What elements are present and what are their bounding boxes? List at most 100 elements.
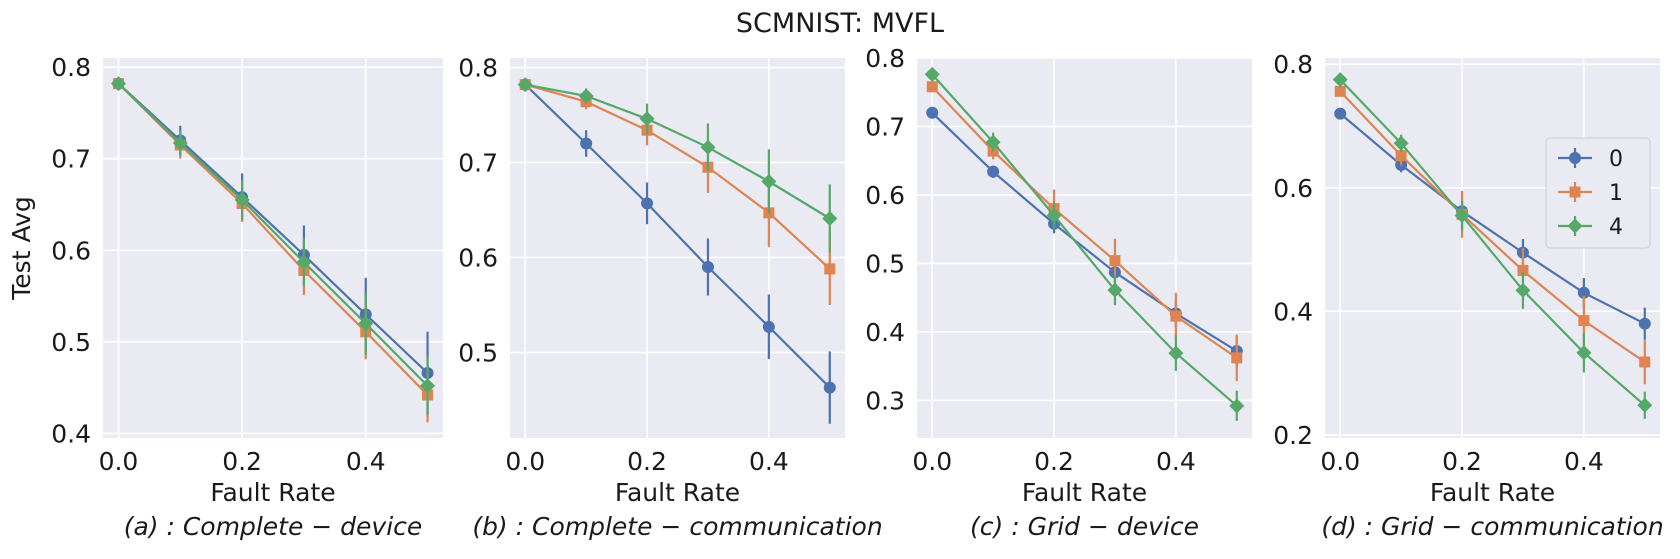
y-tick-label: 0.2 bbox=[1273, 421, 1313, 450]
subplot-caption: (c) : Grid − device bbox=[970, 512, 1199, 541]
x-tick-label: 0.2 bbox=[1034, 447, 1074, 476]
subplot-caption: (a) : Complete − device bbox=[124, 512, 423, 541]
data-point bbox=[580, 137, 593, 150]
legend-label: 4 bbox=[1609, 215, 1623, 240]
data-point bbox=[1231, 352, 1243, 364]
x-tick-label: 0.4 bbox=[1564, 447, 1604, 476]
x-tick-label: 0.0 bbox=[1320, 447, 1360, 476]
x-tick-label: 0.4 bbox=[1156, 447, 1196, 476]
data-point bbox=[1334, 85, 1346, 97]
series-line bbox=[931, 86, 1238, 359]
data-point bbox=[578, 88, 594, 104]
data-point bbox=[517, 77, 533, 93]
y-tick-label: 0.8 bbox=[458, 54, 498, 83]
data-point bbox=[234, 192, 250, 208]
legend-item-0: 0 bbox=[1558, 147, 1623, 172]
subplot-caption: (b) : Complete − communication bbox=[472, 512, 882, 541]
y-tick-label: 0.6 bbox=[458, 244, 498, 273]
data-point bbox=[296, 254, 312, 270]
data-point bbox=[1395, 150, 1407, 162]
subplot-2: 0.0 0.2 0.4 0.5 0.6 0.7 0.8 Fault Rate (b) : Com… bbox=[458, 54, 882, 542]
series-line bbox=[524, 83, 831, 220]
x-tick-label: 0.4 bbox=[749, 447, 789, 476]
data-point bbox=[1638, 317, 1651, 330]
series-4 bbox=[924, 66, 1245, 421]
data-point bbox=[701, 261, 714, 273]
data-point bbox=[1332, 72, 1348, 88]
data-point bbox=[924, 66, 940, 82]
x-tick-label: 0.0 bbox=[99, 447, 139, 476]
legend-box bbox=[1545, 137, 1651, 249]
data-point bbox=[1577, 286, 1590, 299]
series-line bbox=[931, 112, 1238, 352]
x-tick-label: 0.4 bbox=[346, 447, 386, 476]
series-line bbox=[117, 82, 429, 387]
data-point bbox=[1229, 398, 1245, 414]
y-tick-label: 0.8 bbox=[51, 53, 91, 82]
data-point bbox=[1637, 397, 1653, 413]
y-axis-label: Test Avg bbox=[7, 196, 36, 300]
subplot-caption: (d) : Grid − communication bbox=[1321, 512, 1663, 541]
y-tick-label: 0.7 bbox=[458, 149, 498, 178]
data-point bbox=[1639, 356, 1651, 368]
legend-marker bbox=[1569, 152, 1581, 164]
data-point bbox=[985, 134, 1001, 150]
series-line bbox=[931, 73, 1238, 407]
data-point bbox=[1576, 345, 1592, 361]
data-point bbox=[172, 135, 188, 151]
legend-marker bbox=[1567, 218, 1583, 234]
series-line bbox=[117, 82, 429, 374]
series-4 bbox=[1332, 72, 1653, 419]
data-point bbox=[1515, 282, 1531, 298]
data-point bbox=[1109, 255, 1121, 267]
data-point bbox=[824, 263, 836, 275]
y-tick-label: 0.8 bbox=[1273, 50, 1313, 79]
x-tick-label: 0.2 bbox=[627, 447, 667, 476]
data-point bbox=[1578, 315, 1590, 327]
y-tick-label: 0.6 bbox=[1273, 174, 1313, 203]
data-point bbox=[1334, 107, 1347, 120]
y-tick-label: 0.7 bbox=[865, 112, 905, 141]
data-point bbox=[1168, 345, 1184, 361]
plot-area bbox=[510, 58, 845, 438]
series-line bbox=[524, 83, 831, 389]
series-4 bbox=[517, 77, 838, 253]
data-point bbox=[1107, 282, 1123, 298]
data-point bbox=[110, 76, 126, 92]
series-line bbox=[1339, 78, 1646, 407]
data-point bbox=[1454, 208, 1470, 224]
legend-label: 1 bbox=[1609, 181, 1623, 206]
data-point bbox=[1046, 207, 1062, 223]
y-tick-label: 0.6 bbox=[51, 236, 91, 265]
x-axis-label: Fault Rate bbox=[1022, 478, 1147, 507]
data-point bbox=[420, 378, 436, 394]
data-point bbox=[641, 197, 654, 210]
x-tick-label: 0.0 bbox=[505, 447, 545, 476]
x-axis-label: Fault Rate bbox=[1430, 478, 1555, 507]
legend-label: 0 bbox=[1609, 147, 1623, 172]
data-point bbox=[639, 111, 655, 127]
y-tick-label: 0.5 bbox=[458, 339, 498, 368]
data-point bbox=[1170, 310, 1182, 322]
data-point bbox=[358, 316, 374, 332]
data-point bbox=[700, 139, 716, 155]
series-line bbox=[1339, 112, 1646, 325]
series-4 bbox=[110, 76, 436, 416]
x-axis-label: Fault Rate bbox=[615, 478, 740, 507]
subplot-3: 0.0 0.2 0.4 0.3 0.4 0.5 0.6 0.7 0.8 Fault Rate (c)… bbox=[865, 44, 1252, 541]
y-tick-label: 0.5 bbox=[865, 249, 905, 278]
x-tick-label: 0.2 bbox=[1442, 447, 1482, 476]
x-tick-label: 0.2 bbox=[222, 447, 262, 476]
series-line bbox=[1339, 90, 1646, 363]
legend-item-1: 1 bbox=[1558, 181, 1623, 206]
y-tick-label: 0.3 bbox=[865, 386, 905, 415]
subplot-1: 0.0 0.2 0.4 0.4 0.5 0.6 0.7 0.8 Fault Rate (a) : … bbox=[7, 53, 443, 541]
series-line bbox=[524, 83, 831, 270]
data-point bbox=[762, 320, 775, 333]
y-tick-label: 0.5 bbox=[51, 328, 91, 357]
data-point bbox=[1393, 135, 1409, 151]
data-point bbox=[822, 211, 838, 227]
y-tick-label: 0.4 bbox=[51, 419, 91, 448]
